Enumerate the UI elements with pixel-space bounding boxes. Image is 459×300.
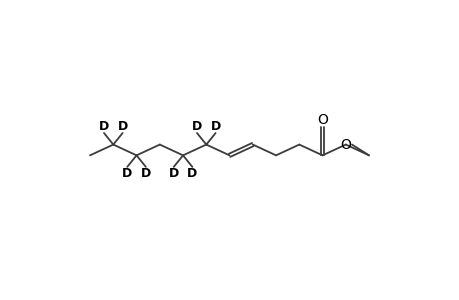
Text: O: O [340, 138, 351, 152]
Text: D: D [210, 120, 220, 134]
Text: D: D [187, 167, 197, 180]
Text: O: O [316, 113, 327, 127]
Text: D: D [117, 120, 128, 134]
Text: D: D [99, 120, 109, 134]
Text: D: D [191, 120, 202, 134]
Text: D: D [140, 167, 151, 180]
Text: D: D [168, 167, 179, 180]
Text: D: D [122, 167, 132, 180]
